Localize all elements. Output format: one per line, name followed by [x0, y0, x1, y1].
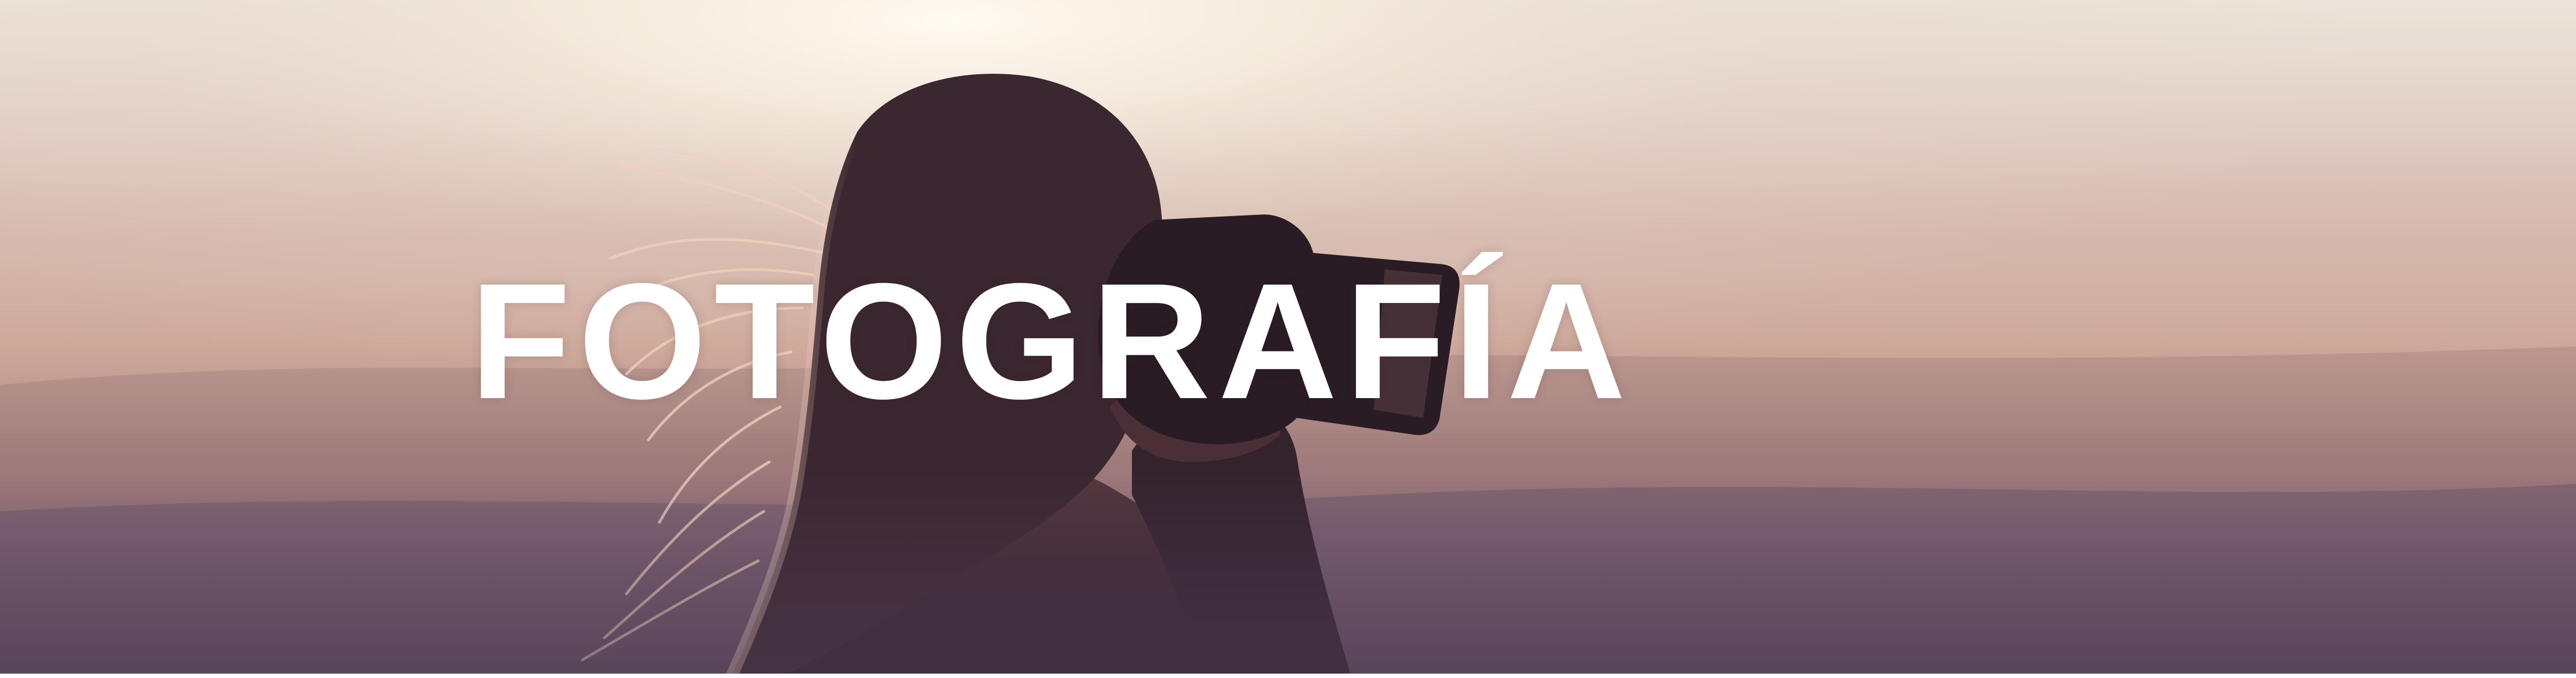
banner-title: FOTOGRAFÍA [470, 249, 1634, 433]
bottom-border [0, 674, 2576, 678]
camera-body [1098, 214, 1460, 444]
bottom-mist [0, 473, 2576, 678]
camera-lens-highlight [1374, 269, 1442, 418]
